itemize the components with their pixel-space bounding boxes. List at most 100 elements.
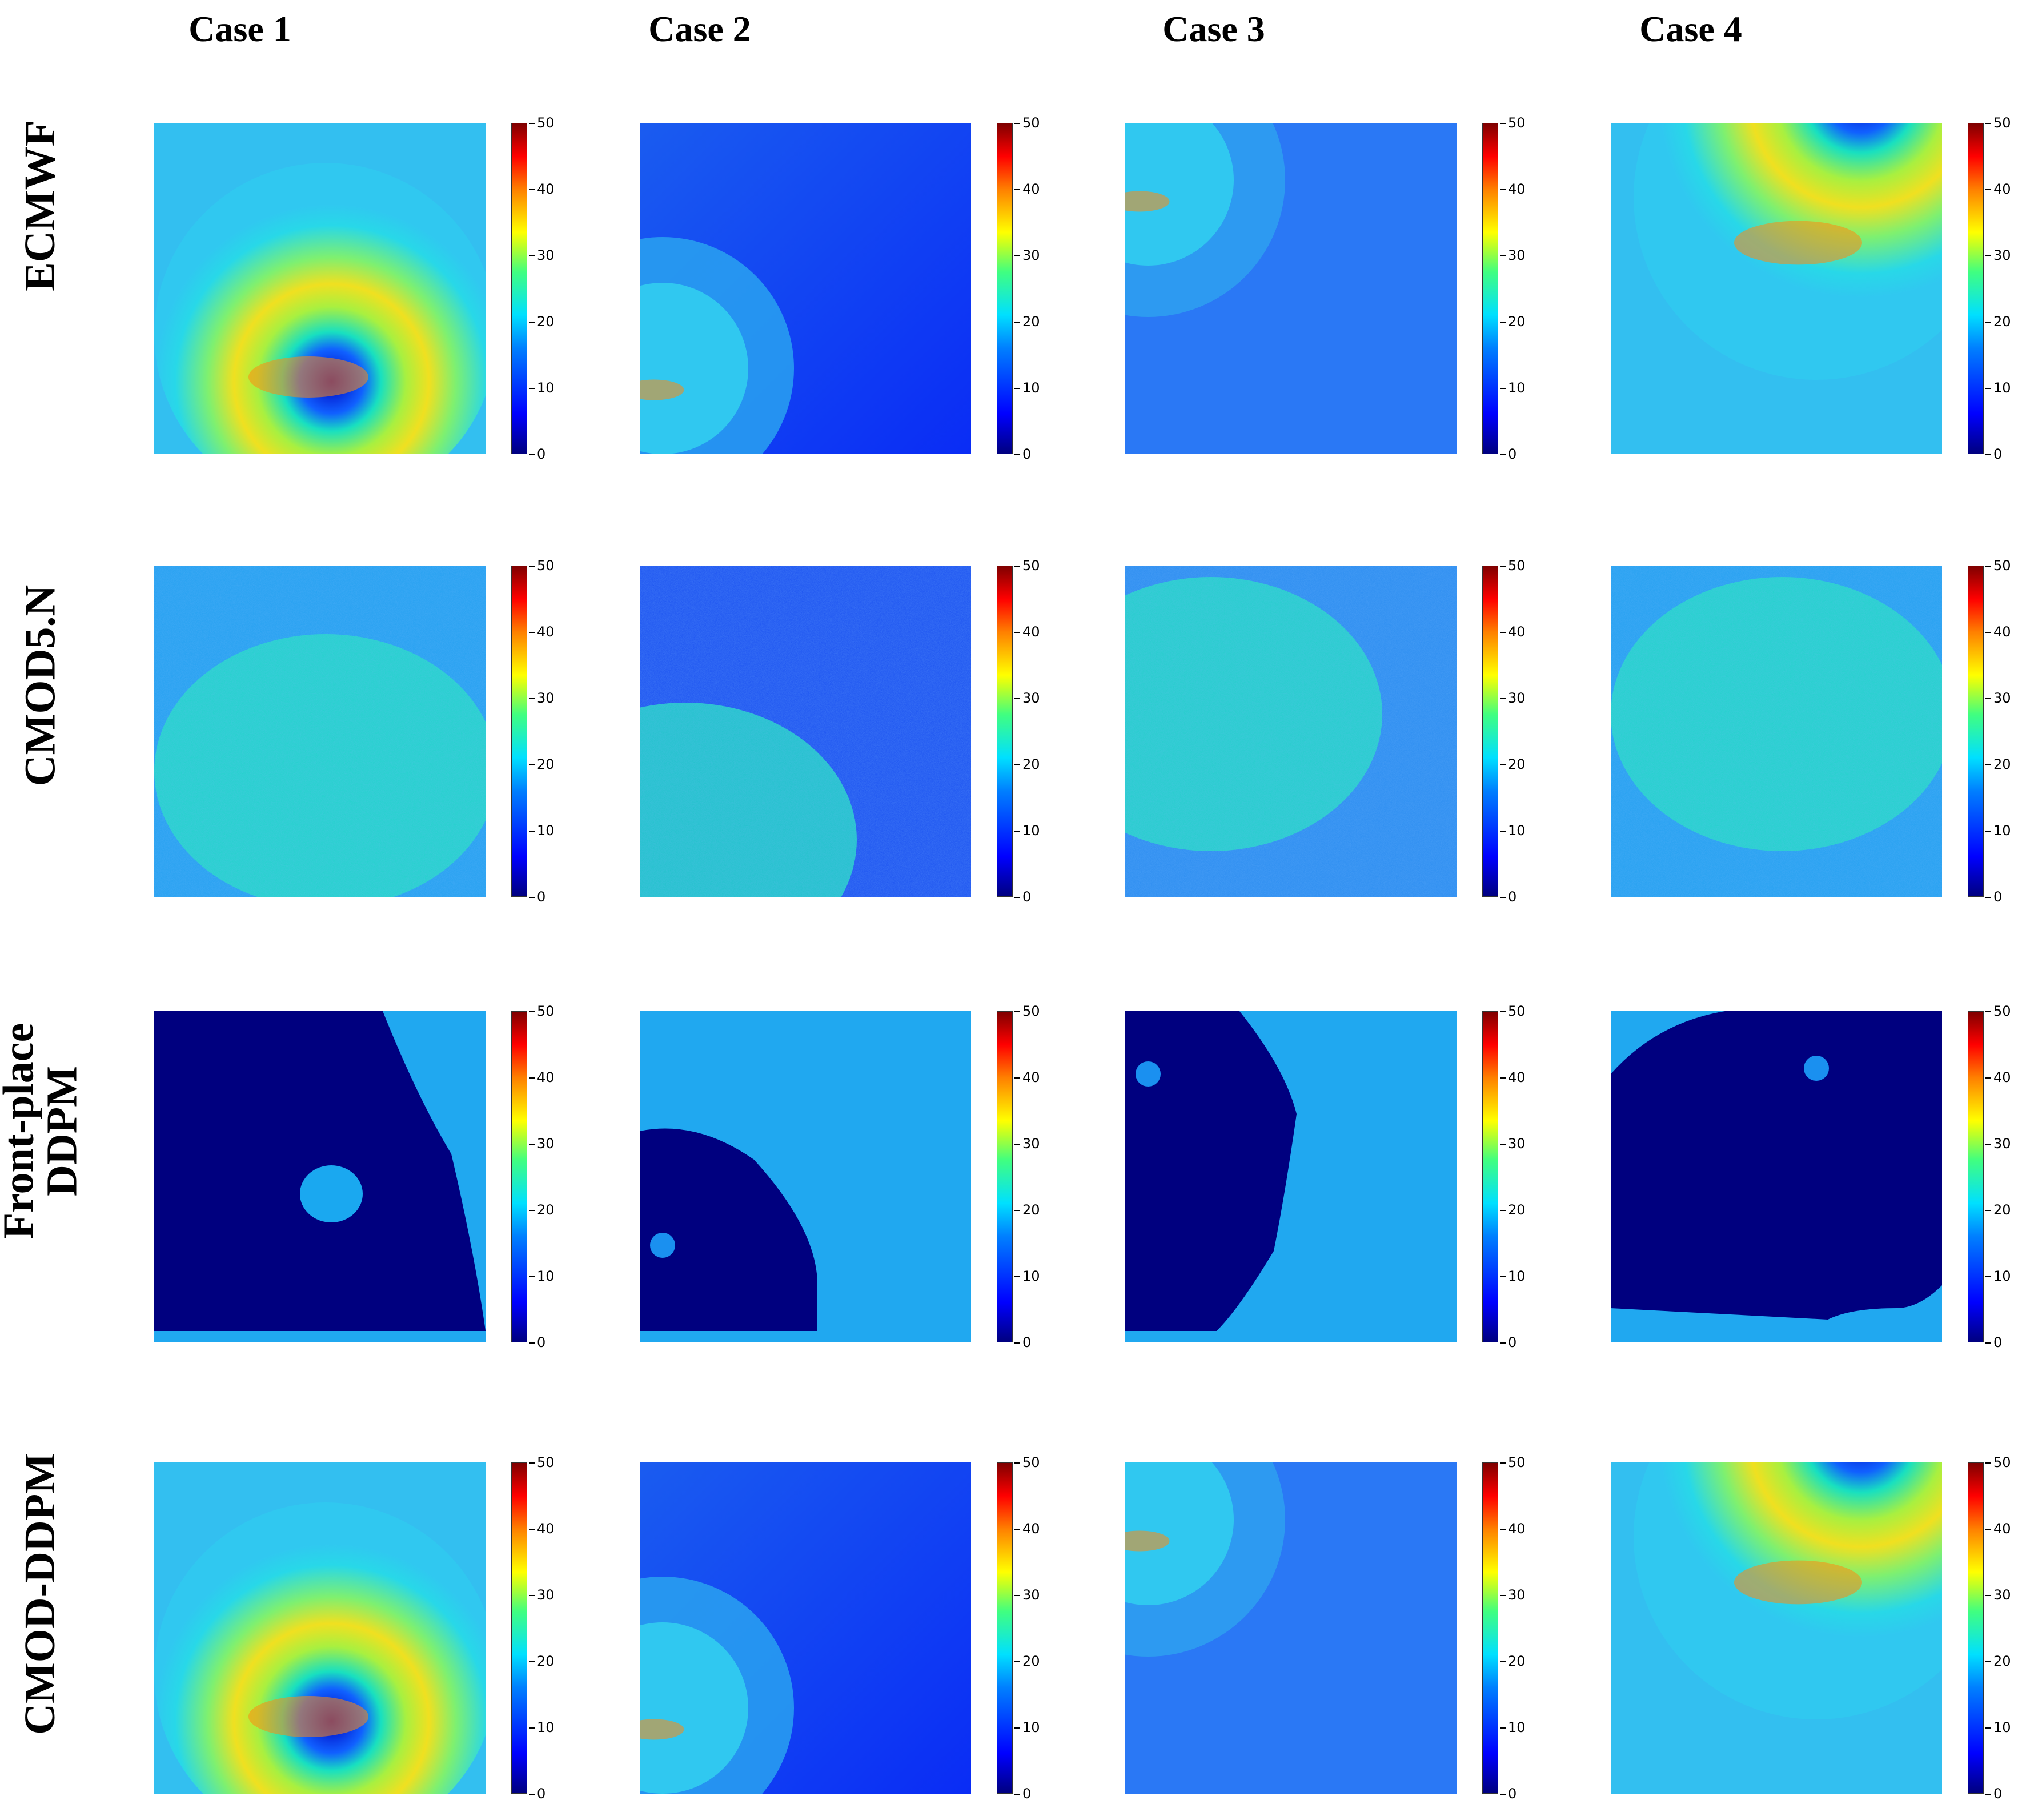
wind-speed-map (1611, 566, 1942, 897)
row-label-3: CMOD-DDPM (0, 1453, 80, 1735)
colorbar-tick: 40 (1985, 624, 2011, 640)
colorbar-tick: 10 (1985, 1268, 2011, 1284)
colorbar-tick: 0 (1014, 446, 1032, 462)
colorbar-tick: 20 (1500, 1653, 1526, 1669)
colorbar-tick: 40 (1500, 1521, 1526, 1537)
colorbar-tick: 40 (1500, 181, 1526, 197)
wind-speed-map (1125, 1462, 1457, 1794)
panel-row3-case4: 0 10 20 30 40 50 (1611, 1456, 2026, 1801)
panel-row1-case2: 0 10 20 30 40 50 (640, 559, 1085, 904)
row-label-0: ECMWF (0, 91, 80, 320)
colorbar-tick: 10 (529, 1719, 555, 1735)
colorbar-tick: 40 (1500, 1069, 1526, 1085)
colorbar-tick: 0 (1499, 1786, 1517, 1802)
panel-row2-case2: 0 10 20 30 40 50 (640, 1004, 1085, 1349)
panel-row1-case1: 0 10 20 30 40 50 (154, 559, 600, 904)
panel-row0-case2: 0 10 20 30 40 50 (640, 116, 1085, 461)
colorbar-tick: 10 (1985, 1719, 2011, 1735)
colorbar-tick: 30 (1500, 1587, 1526, 1603)
colorbar-tick: 20 (1014, 1202, 1040, 1218)
panel-row3-case2: 0 10 20 30 40 50 (640, 1456, 1085, 1801)
colorbar-tick: 50 (1985, 1003, 2011, 1019)
wind-speed-map (154, 1011, 486, 1342)
colorbar (1482, 123, 1498, 454)
colorbar-tick: 20 (1014, 1653, 1040, 1669)
colorbar-tick: 50 (1500, 1003, 1526, 1019)
colorbar (997, 1011, 1013, 1342)
column-title-case-3: Case 3 (1162, 9, 1265, 49)
wind-speed-map (640, 1462, 971, 1794)
colorbar-tick: 0 (528, 889, 546, 905)
colorbar (1482, 1011, 1498, 1342)
wind-speed-map (154, 566, 486, 897)
colorbar-tick: 50 (1500, 1454, 1526, 1470)
panel-row3-case3: 0 10 20 30 40 50 (1125, 1456, 1571, 1801)
colorbar-tick: 40 (1014, 624, 1040, 640)
colorbar-tick: 30 (1014, 690, 1040, 706)
colorbar-tick: 40 (529, 181, 555, 197)
colorbar-tick: 0 (1499, 446, 1517, 462)
colorbar-tick: 40 (1014, 1521, 1040, 1537)
colorbar-tick: 20 (1500, 756, 1526, 772)
colorbar-tick: 10 (1500, 823, 1526, 839)
colorbar-tick: 30 (1500, 247, 1526, 263)
colorbar-tick: 30 (1014, 1587, 1040, 1603)
colorbar-tick: 0 (1499, 889, 1517, 905)
colorbar-tick: 10 (529, 823, 555, 839)
wind-speed-map (640, 123, 971, 454)
colorbar-tick: 30 (529, 690, 555, 706)
row-label-1: CMOD5.N (0, 571, 80, 800)
column-title-case-1: Case 1 (188, 9, 291, 49)
colorbar (511, 1462, 527, 1794)
colorbar (997, 1462, 1013, 1794)
row-label-line: DDPM (38, 1066, 86, 1196)
colorbar-tick: 50 (1985, 1454, 2011, 1470)
colorbar (1968, 566, 1984, 897)
panel-row2-case4: 0 10 20 30 40 50 (1611, 1004, 2026, 1349)
colorbar-tick: 20 (1500, 314, 1526, 330)
colorbar-tick: 20 (1985, 1653, 2011, 1669)
colorbar-tick: 50 (1014, 1003, 1040, 1019)
column-title-case-2: Case 2 (648, 9, 751, 49)
colorbar-tick: 20 (1985, 314, 2011, 330)
colorbar-tick: 40 (529, 624, 555, 640)
wind-speed-map (1611, 1462, 1942, 1794)
colorbar-tick: 40 (1014, 1069, 1040, 1085)
colorbar-tick: 50 (1500, 115, 1526, 131)
colorbar-tick: 0 (528, 1786, 546, 1802)
row-label-line: CMOD5.N (16, 584, 65, 787)
wind-speed-map (1125, 1011, 1457, 1342)
colorbar-tick: 10 (529, 380, 555, 396)
colorbar-tick: 10 (1014, 823, 1040, 839)
colorbar-tick: 10 (1985, 823, 2011, 839)
colorbar-tick: 0 (1014, 1786, 1032, 1802)
colorbar-tick: 0 (1014, 1334, 1032, 1350)
colorbar-tick: 50 (1014, 1454, 1040, 1470)
colorbar-tick: 30 (529, 1136, 555, 1152)
colorbar-tick: 30 (1985, 690, 2011, 706)
colorbar-tick: 20 (529, 1653, 555, 1669)
colorbar (997, 566, 1013, 897)
colorbar-tick: 30 (529, 1587, 555, 1603)
colorbar-tick: 20 (1500, 1202, 1526, 1218)
colorbar-tick: 30 (1985, 1587, 2011, 1603)
row-label-2: Front-place DDPM (0, 1017, 86, 1245)
colorbar (1482, 1462, 1498, 1794)
panel-row3-case1: 0 10 20 30 40 50 (154, 1456, 600, 1801)
colorbar-tick: 10 (1014, 1268, 1040, 1284)
colorbar-tick: 50 (1014, 115, 1040, 131)
colorbar-tick: 40 (1985, 1069, 2011, 1085)
colorbar-tick: 10 (1014, 380, 1040, 396)
colorbar-tick: 50 (1500, 558, 1526, 574)
colorbar (1968, 123, 1984, 454)
colorbar (1968, 1462, 1984, 1794)
colorbar-tick: 10 (1014, 1719, 1040, 1735)
colorbar-tick: 20 (1985, 1202, 2011, 1218)
colorbar-tick: 30 (1014, 247, 1040, 263)
panel-row2-case3: 0 10 20 30 40 50 (1125, 1004, 1571, 1349)
colorbar-tick: 10 (1500, 380, 1526, 396)
wind-speed-map (154, 123, 486, 454)
colorbar (1968, 1011, 1984, 1342)
wind-speed-map (154, 1462, 486, 1794)
colorbar-tick: 10 (1500, 1268, 1526, 1284)
